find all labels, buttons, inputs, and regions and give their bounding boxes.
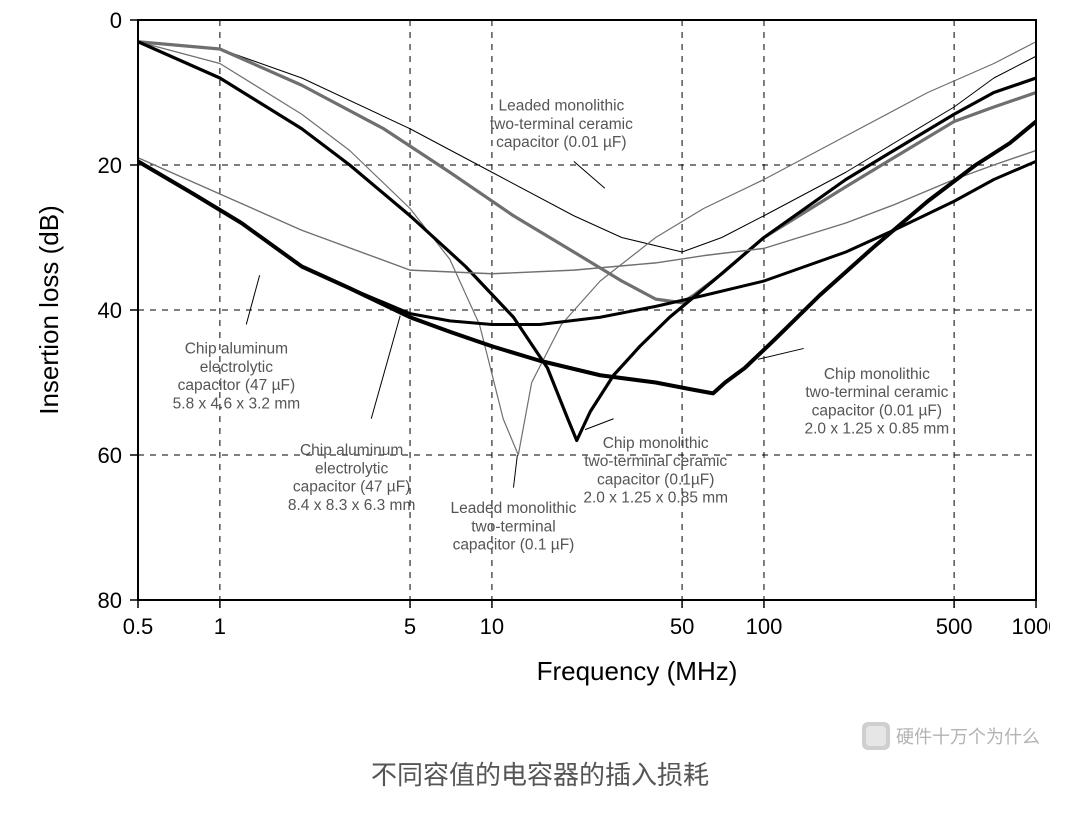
annotation-a1: capacitor (0.01 µF) [496,134,626,151]
watermark-text: 硬件十万个为什么 [896,723,1040,749]
annotation-a1: Leaded monolithic [498,98,624,115]
watermark-logo-icon [862,722,890,750]
annotation-a2: electrolytic [200,359,273,376]
annotation-a3: capacitor (47 µF) [293,479,410,496]
annotation-a4: two-terminal [471,518,555,535]
annotation-a5: two-terminal ceramic [584,453,727,470]
annotation-a1: two-terminal ceramic [490,116,633,133]
x-tick-label: 100 [746,614,783,639]
y-tick-label: 60 [98,443,122,468]
annotation-a6: Chip monolithic [824,366,930,383]
x-tick-label: 0.5 [123,614,154,639]
y-axis-label: Insertion loss (dB) [34,205,64,415]
insertion-loss-chart: 0.5 1 5 10 50 100 500 1000 Frequency (MHz) 0 20 40 6… [20,8,1050,708]
x-tick-label: 500 [936,614,973,639]
annotation-a6: two-terminal ceramic [805,384,948,401]
annotation-a5: 2.0 x 1.25 x 0.85 mm [583,490,728,507]
x-tick-label: 1000 [1012,614,1050,639]
annotation-a3: electrolytic [315,460,388,477]
annotation-a3: 8.4 x 8.3 x 6.3 mm [288,497,416,514]
x-axis-label: Frequency (MHz) [537,656,738,686]
annotation-a6: capacitor (0.01 µF) [812,402,942,419]
annotation-a4: Leaded monolithic [451,500,577,517]
chart-svg: 0.5 1 5 10 50 100 500 1000 Frequency (MHz) 0 20 40 6… [20,8,1050,708]
caption-text: 不同容值的电容器的插入损耗 [0,755,1080,792]
y-tick-label: 40 [98,298,122,323]
y-tick-label: 20 [98,153,122,178]
x-tick-label: 50 [670,614,694,639]
annotation-a5: Chip monolithic [603,435,709,452]
annotation-a5: capacitor (0.1µF) [597,471,714,488]
y-tick-label: 80 [98,588,122,613]
annotation-a3: Chip aluminum [300,442,403,459]
annotation-a2: Chip aluminum [185,341,288,358]
annotation-a2: 5.8 x 4.6 x 3.2 mm [173,395,301,412]
annotation-a2: capacitor (47 µF) [178,377,295,394]
annotation-a4: capacitor (0.1 µF) [453,537,575,554]
x-tick-label: 10 [480,614,504,639]
y-tick-label: 0 [110,8,122,33]
watermark: 硬件十万个为什么 [862,722,1040,750]
x-tick-label: 1 [214,614,226,639]
x-tick-label: 5 [404,614,416,639]
annotation-a6: 2.0 x 1.25 x 0.85 mm [804,421,949,438]
